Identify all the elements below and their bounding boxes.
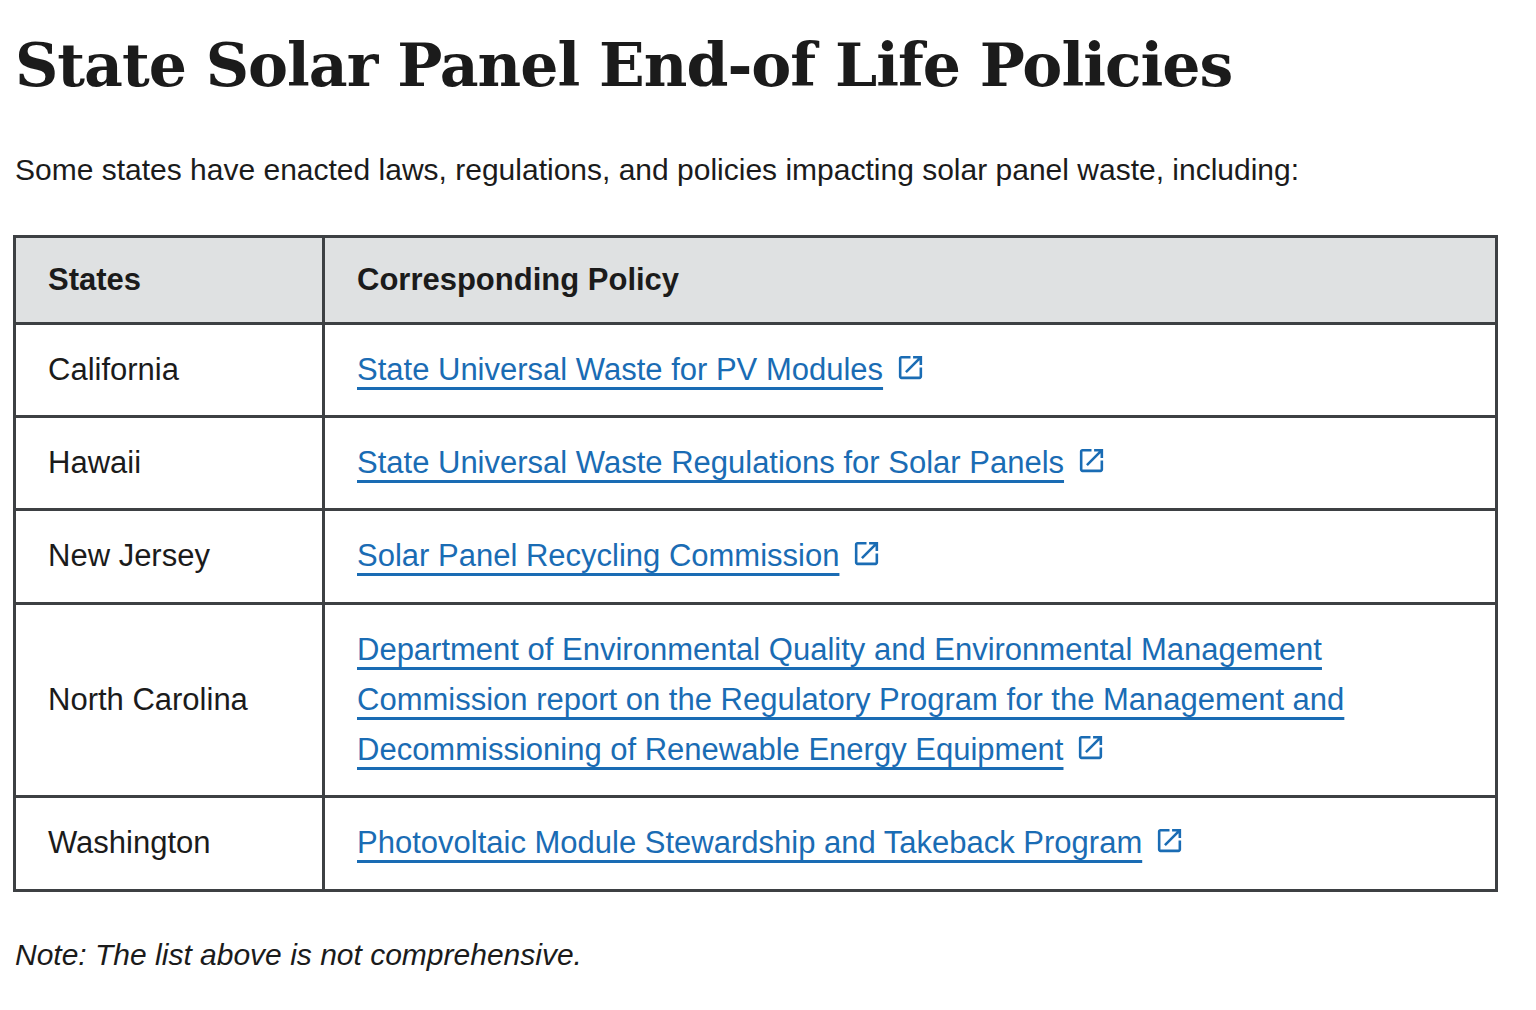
policy-cell: Department of Environmental Quality and …	[324, 603, 1497, 797]
table-header-row: States Corresponding Policy	[15, 237, 1497, 324]
column-header-states: States	[15, 237, 324, 324]
table-row: North Carolina Department of Environment…	[15, 603, 1497, 797]
note-text: Note: The list above is not comprehensiv…	[15, 938, 1498, 972]
intro-text: Some states have enacted laws, regulatio…	[15, 149, 1498, 191]
policy-link-label: State Universal Waste for PV Modules	[357, 352, 883, 387]
policy-cell: State Universal Waste for PV Modules	[324, 324, 1497, 417]
article: State Solar Panel End-of Life Policies S…	[0, 0, 1536, 972]
column-header-policy: Corresponding Policy	[324, 237, 1497, 324]
table-row: New Jersey Solar Panel Recycling Commiss…	[15, 510, 1497, 603]
policy-cell: Photovoltaic Module Stewardship and Take…	[324, 797, 1497, 890]
policy-link-label: State Universal Waste Regulations for So…	[357, 445, 1064, 480]
policy-table-body: California State Universal Waste for PV …	[15, 324, 1497, 891]
table-row: California State Universal Waste for PV …	[15, 324, 1497, 417]
state-cell: Hawaii	[15, 417, 324, 510]
policy-link[interactable]: State Universal Waste for PV Modules	[357, 352, 926, 387]
external-link-icon	[1075, 732, 1106, 763]
external-link-icon	[895, 352, 926, 383]
policy-link[interactable]: Solar Panel Recycling Commission	[357, 538, 882, 573]
policy-link-label: Photovoltaic Module Stewardship and Take…	[357, 825, 1142, 860]
external-link-icon	[1076, 445, 1107, 476]
policy-link-label: Solar Panel Recycling Commission	[357, 538, 839, 573]
policy-link[interactable]: Department of Environmental Quality and …	[357, 632, 1344, 767]
policy-link[interactable]: State Universal Waste Regulations for So…	[357, 445, 1107, 480]
table-row: Hawaii State Universal Waste Regulations…	[15, 417, 1497, 510]
policy-table: States Corresponding Policy California S…	[13, 235, 1498, 892]
policy-link[interactable]: Photovoltaic Module Stewardship and Take…	[357, 825, 1185, 860]
external-link-icon	[1154, 825, 1185, 856]
state-cell: Washington	[15, 797, 324, 890]
policy-cell: Solar Panel Recycling Commission	[324, 510, 1497, 603]
policy-cell: State Universal Waste Regulations for So…	[324, 417, 1497, 510]
policy-link-label: Department of Environmental Quality and …	[357, 632, 1344, 767]
state-cell: California	[15, 324, 324, 417]
state-cell: North Carolina	[15, 603, 324, 797]
external-link-icon	[851, 538, 882, 569]
state-cell: New Jersey	[15, 510, 324, 603]
page-title: State Solar Panel End-of Life Policies	[15, 28, 1498, 103]
table-row: Washington Photovoltaic Module Stewardsh…	[15, 797, 1497, 890]
